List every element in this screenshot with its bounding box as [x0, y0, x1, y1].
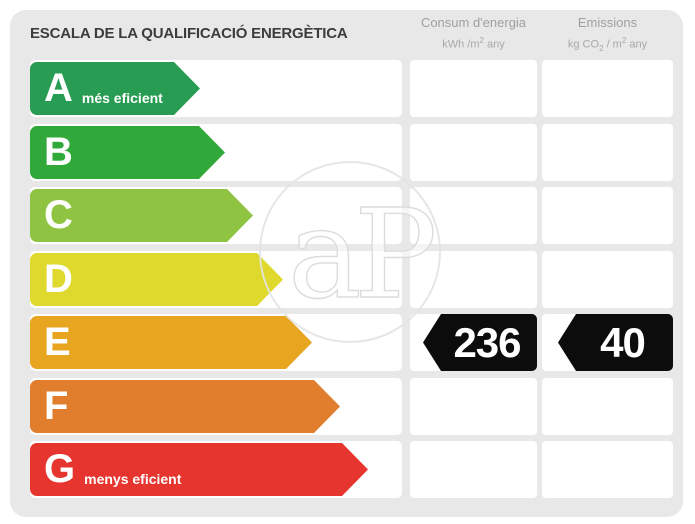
- emissions-value: 40: [600, 319, 646, 366]
- emissions-cell: [542, 60, 673, 117]
- rating-arrow: F: [30, 380, 340, 433]
- emissions-cell: [542, 441, 673, 498]
- rating-row: D: [0, 251, 695, 308]
- rating-row: F: [0, 378, 695, 435]
- rating-row: G menys eficient: [0, 441, 695, 498]
- rating-row: B: [0, 124, 695, 181]
- rating-letter: F: [44, 384, 69, 428]
- rating-arrow: D: [30, 253, 283, 306]
- energy-column-header: Consum d'energia kWh /m2 any: [410, 15, 537, 52]
- emissions-cell: [542, 124, 673, 181]
- rating-letter: D: [44, 257, 73, 301]
- emissions-header-title: Emissions: [577, 15, 638, 30]
- energy-cell: [410, 441, 537, 498]
- energy-value: 236: [453, 319, 521, 366]
- rating-arrow: B: [30, 126, 225, 179]
- emissions-header-unit: kg CO2 / m2 any: [567, 36, 648, 53]
- rating-arrow: E: [30, 316, 312, 369]
- energy-cell: [410, 187, 537, 244]
- energy-cell: [410, 251, 537, 308]
- rating-arrow: C: [30, 189, 253, 242]
- energy-header-unit: kWh /m2 any: [442, 36, 505, 51]
- energy-cell: [410, 124, 537, 181]
- rating-sublabel: més eficient: [81, 90, 163, 106]
- rating-band: E: [30, 314, 402, 371]
- rating-row: C: [0, 187, 695, 244]
- rating-row: A més eficient: [0, 60, 695, 117]
- emissions-cell: [542, 378, 673, 435]
- page-title: ESCALA DE LA QUALIFICACIÓ ENERGÈTICA: [30, 25, 348, 42]
- rating-arrow: A més eficient: [30, 62, 200, 115]
- rating-band: D: [30, 251, 402, 308]
- emissions-cell: [542, 187, 673, 244]
- rating-sublabel: menys eficient: [84, 471, 182, 487]
- energy-cell: [410, 378, 537, 435]
- emissions-column-header: Emissions kg CO2 / m2 any: [542, 15, 673, 56]
- rating-letter: B: [44, 130, 73, 174]
- rating-band: F: [30, 378, 402, 435]
- energy-header-title: Consum d'energia: [420, 15, 527, 30]
- emissions-cell: [542, 251, 673, 308]
- rating-band: G menys eficient: [30, 441, 402, 498]
- rating-band: A més eficient: [30, 60, 402, 117]
- rating-letter: G: [44, 447, 76, 491]
- energy-value-arrow: 236: [423, 314, 537, 371]
- rating-letter: C: [44, 193, 73, 237]
- energy-cell: [410, 60, 537, 117]
- emissions-value-arrow: 40: [558, 314, 673, 371]
- rating-letter: A: [44, 66, 73, 110]
- rating-band: B: [30, 124, 402, 181]
- rating-band: C: [30, 187, 402, 244]
- rating-letter: E: [44, 320, 71, 364]
- rating-arrow: G menys eficient: [30, 443, 368, 496]
